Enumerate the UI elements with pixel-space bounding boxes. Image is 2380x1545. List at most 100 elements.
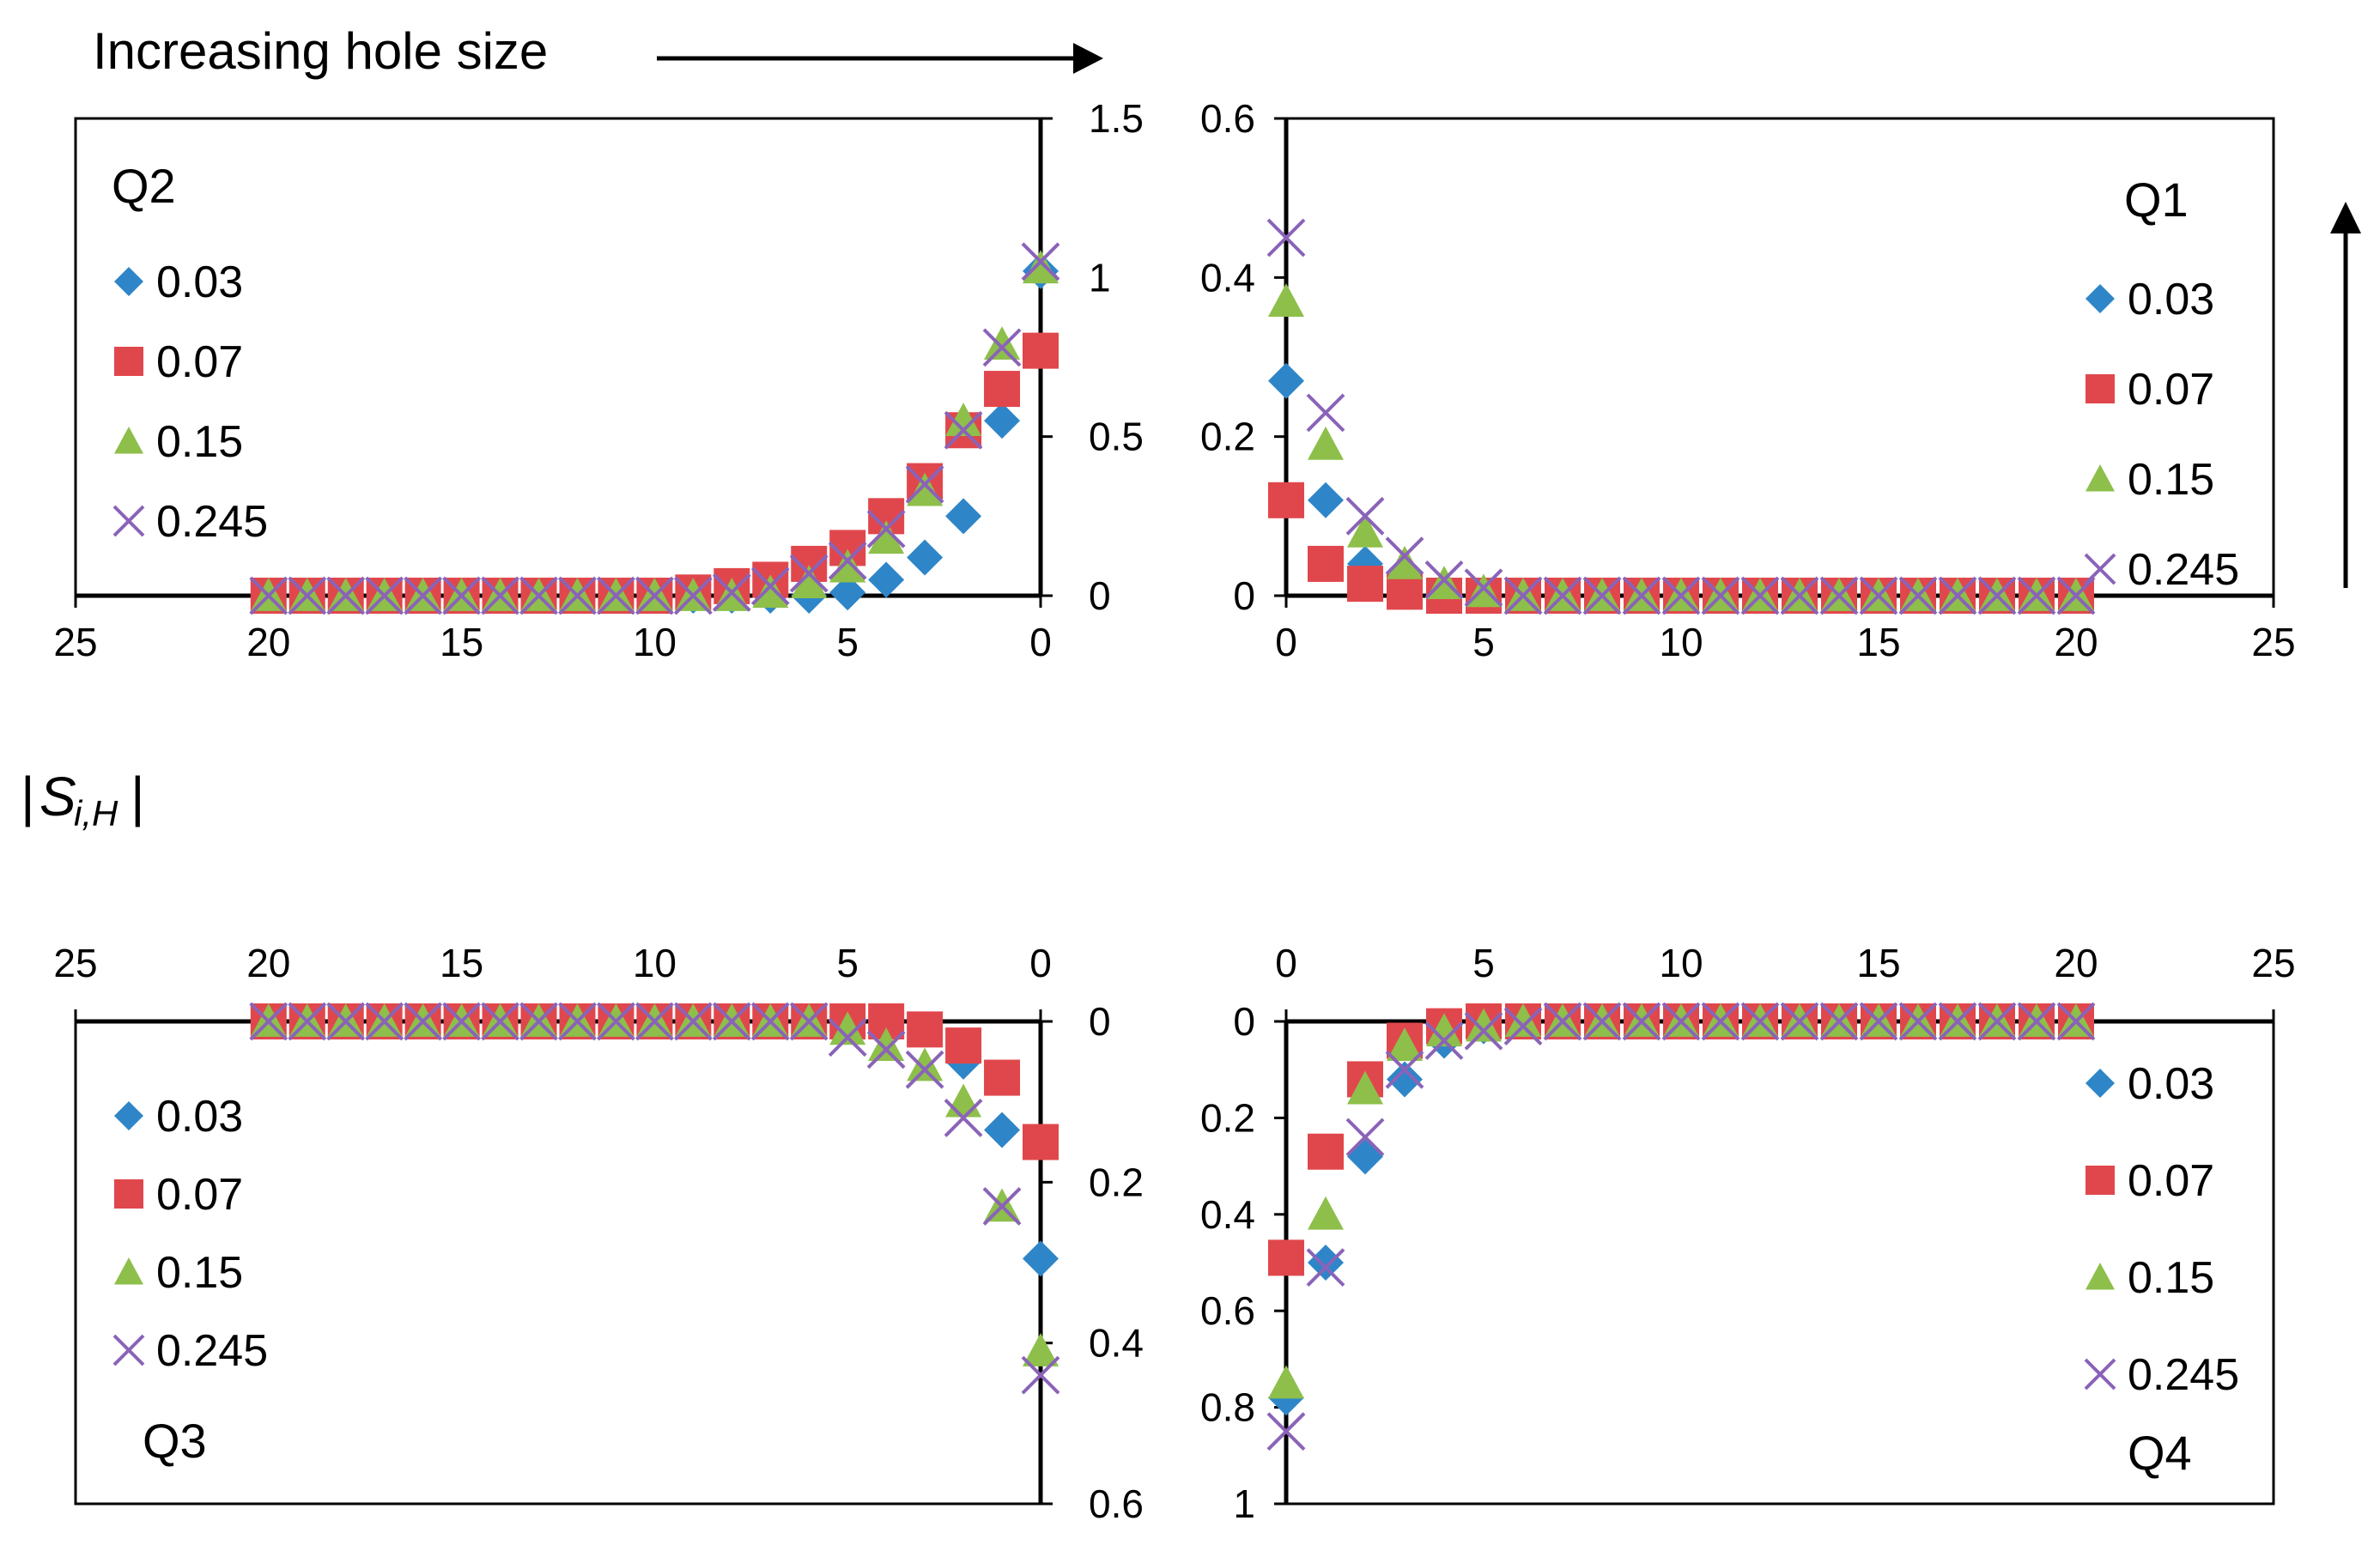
data-point [1347, 1070, 1383, 1105]
panel-q2: 25 20 15 10 5 00 0.5 1 1.5 Q2 0.03 0.07 0.15 0.245 [53, 96, 1144, 664]
svg-text:i,H: i,H [74, 793, 118, 833]
data-point [365, 1002, 404, 1041]
data-point [1503, 576, 1543, 615]
data-point [984, 326, 1021, 360]
data-point [1466, 1008, 1502, 1042]
data-point [1819, 1002, 1859, 1041]
legend-marker [114, 347, 143, 376]
right-arrow-head-icon [1073, 43, 1103, 74]
y-tick-label: 0.6 [1089, 1481, 1144, 1526]
data-point [1021, 242, 1060, 282]
data-point [519, 576, 558, 615]
data-point [945, 403, 982, 436]
data-point [1543, 576, 1582, 615]
x-tick-label: 15 [1856, 941, 1900, 985]
x-tick-label: 20 [2054, 620, 2098, 664]
data-point [1308, 1196, 1344, 1230]
data-point [2056, 1002, 2096, 1041]
data-point [1268, 482, 1304, 518]
data-point [1387, 573, 1423, 610]
data-point [982, 1187, 1022, 1226]
data-point [1308, 1245, 1344, 1281]
x-tick-label: 25 [2251, 941, 2295, 985]
data-point [1023, 332, 1059, 369]
data-point [1308, 545, 1344, 582]
data-point [288, 1002, 327, 1041]
data-point [1740, 576, 1780, 615]
data-point [712, 573, 751, 612]
data-point [1268, 362, 1304, 399]
data-point [945, 498, 982, 535]
series-0.245 [1266, 1002, 2096, 1451]
quadrant-title: Q2 [112, 159, 176, 213]
data-point [1977, 576, 2017, 615]
increasing-hole-size-annotation: Increasing hole size [93, 22, 548, 80]
data-point [519, 1002, 558, 1041]
data-point [1582, 576, 1622, 615]
data-point [791, 565, 828, 599]
x-tick-label: 0 [1275, 620, 1297, 664]
x-tick-label: 20 [246, 620, 290, 664]
data-point [481, 1002, 519, 1041]
legend-label: 0.03 [2128, 275, 2214, 324]
data-point [1898, 1002, 1938, 1041]
y-tick-label: 0.2 [1200, 415, 1255, 459]
legend-label: 0.15 [156, 1248, 243, 1298]
data-point [1859, 1002, 1898, 1041]
data-point [597, 576, 635, 615]
data-point [905, 464, 944, 504]
y-tick-label: 0.4 [1200, 255, 1255, 300]
legend-marker [2086, 284, 2115, 313]
legend-label: 0.07 [156, 1170, 243, 1220]
legend-label: 0.07 [156, 337, 243, 387]
data-point [907, 472, 944, 506]
x-tick-label: 20 [2054, 941, 2098, 985]
data-point [1268, 283, 1304, 317]
data-point [984, 1112, 1021, 1148]
data-point [481, 576, 519, 615]
data-point [2017, 1002, 2056, 1041]
data-point [829, 1011, 866, 1045]
data-point [673, 1002, 713, 1041]
data-point [1977, 1002, 2017, 1041]
legend-label: 0.03 [156, 258, 243, 307]
x-tick-label: 10 [633, 620, 677, 664]
legend-marker [2084, 553, 2116, 585]
data-point [1938, 1002, 1977, 1041]
data-point [1387, 1027, 1423, 1061]
x-tick-label: 5 [1472, 941, 1495, 985]
data-point [1464, 568, 1503, 608]
data-point [1701, 1002, 1740, 1041]
plot-frame [1284, 1020, 2275, 1506]
x-tick-label: 5 [1472, 620, 1495, 664]
data-point [1347, 513, 1383, 548]
data-point [1859, 576, 1898, 615]
data-point [1780, 576, 1819, 615]
data-point [984, 371, 1021, 408]
data-point [944, 410, 983, 450]
data-point [1740, 1002, 1780, 1041]
data-point [326, 1002, 366, 1041]
data-point [829, 548, 866, 583]
data-point [442, 576, 482, 615]
legend-marker [112, 1334, 145, 1366]
data-point [1661, 1002, 1701, 1041]
y-tick-label: 0.2 [1089, 1160, 1144, 1204]
data-point [1268, 1239, 1304, 1276]
y-tick-label: 1 [1089, 255, 1111, 300]
data-point [1387, 1061, 1423, 1098]
quadrant-title: Q4 [2128, 1426, 2192, 1480]
data-point [1308, 1133, 1344, 1170]
data-point [750, 1002, 790, 1041]
x-tick-label: 15 [1856, 620, 1900, 664]
up-arrow-head-icon [2330, 202, 2361, 233]
legend-label: 0.245 [156, 497, 268, 547]
y-tick-label: 0 [1233, 573, 1255, 618]
legend-marker [114, 267, 143, 296]
x-tick-label: 15 [440, 620, 483, 664]
x-tick-label: 5 [836, 941, 859, 985]
series-0.03 [250, 252, 1059, 614]
x-tick-label: 20 [246, 941, 290, 985]
